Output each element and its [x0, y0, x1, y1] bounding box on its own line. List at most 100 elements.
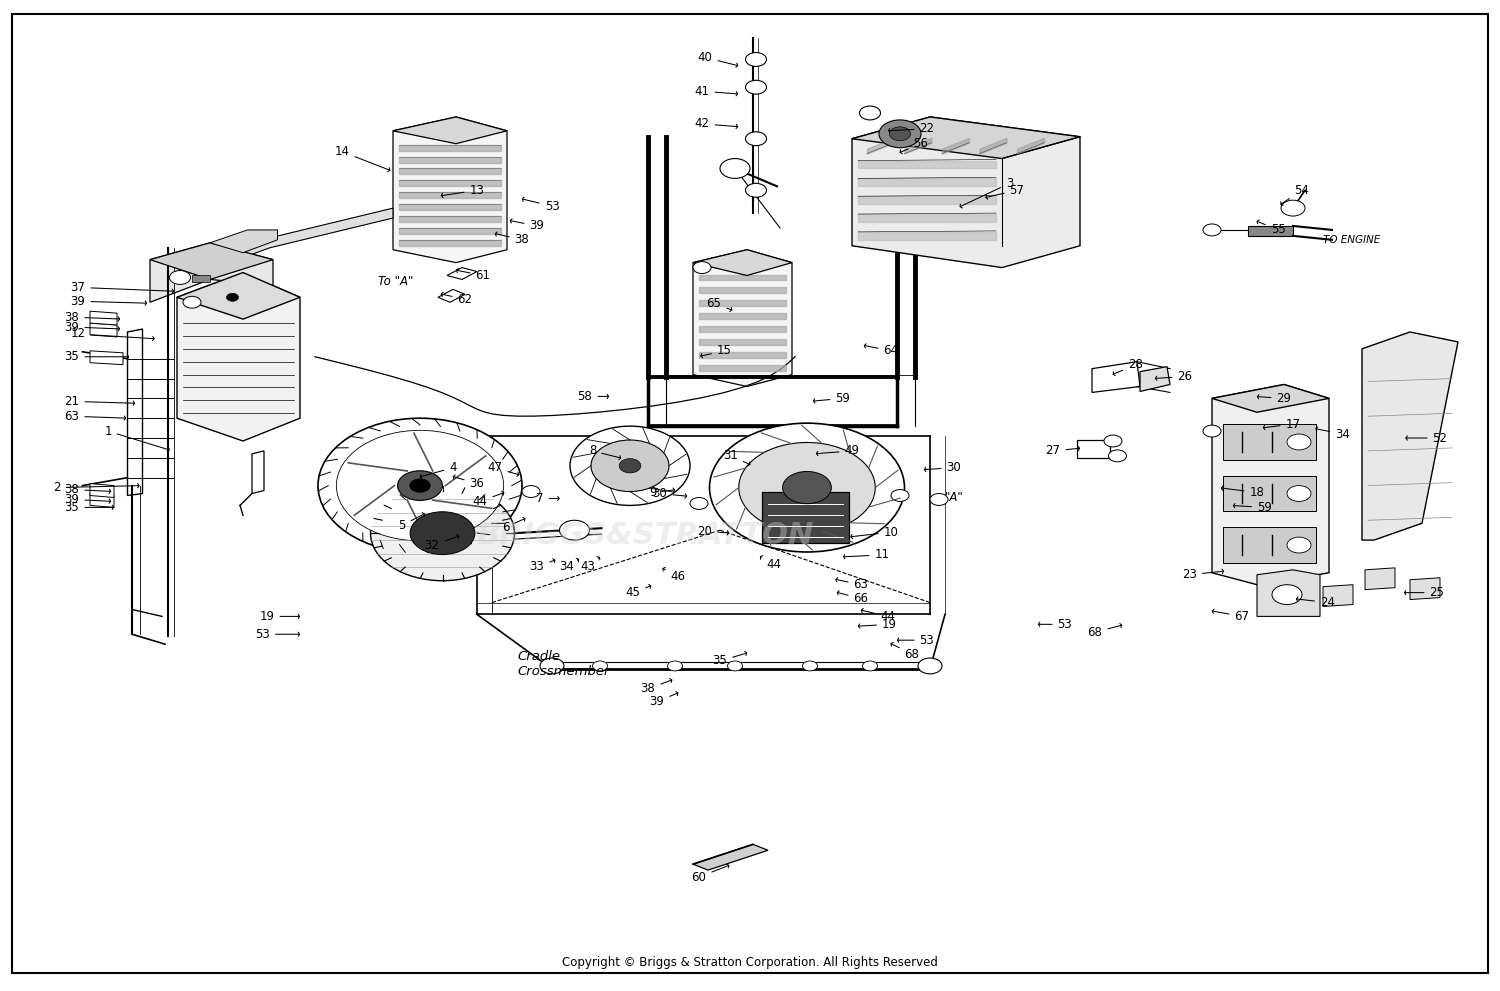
- Text: 6: 6: [501, 517, 525, 534]
- Polygon shape: [1362, 332, 1458, 540]
- Circle shape: [591, 440, 669, 492]
- Polygon shape: [90, 311, 117, 325]
- Text: 61: 61: [456, 269, 490, 282]
- Text: Copyright © Briggs & Stratton Corporation. All Rights Reserved: Copyright © Briggs & Stratton Corporatio…: [562, 956, 938, 969]
- Circle shape: [1203, 224, 1221, 236]
- Text: 36: 36: [453, 475, 484, 491]
- Circle shape: [1272, 585, 1302, 605]
- Bar: [1077, 440, 1110, 458]
- Text: 25: 25: [1404, 586, 1444, 600]
- Text: 67: 67: [1212, 609, 1249, 623]
- Circle shape: [720, 159, 750, 178]
- Text: 35: 35: [712, 651, 747, 668]
- Text: 18: 18: [1221, 486, 1264, 499]
- Polygon shape: [128, 329, 142, 496]
- Circle shape: [690, 497, 708, 509]
- Text: 46: 46: [663, 567, 686, 584]
- Polygon shape: [1212, 385, 1329, 585]
- Circle shape: [1287, 537, 1311, 553]
- Text: 22: 22: [888, 122, 934, 136]
- Text: 58: 58: [578, 389, 609, 403]
- Text: To "A": To "A": [378, 275, 414, 288]
- Text: 59: 59: [813, 391, 850, 405]
- Text: 37: 37: [70, 280, 174, 294]
- Polygon shape: [693, 844, 768, 870]
- Circle shape: [540, 658, 564, 674]
- Text: 31: 31: [723, 449, 750, 466]
- Circle shape: [746, 183, 766, 197]
- Text: 39: 39: [510, 219, 544, 233]
- Polygon shape: [1410, 578, 1440, 600]
- Text: 56: 56: [900, 137, 928, 154]
- Text: 49: 49: [816, 444, 860, 458]
- Polygon shape: [1257, 570, 1320, 616]
- Text: "A": "A": [945, 491, 963, 504]
- Polygon shape: [447, 268, 477, 279]
- Polygon shape: [210, 230, 278, 253]
- Bar: [192, 275, 210, 282]
- Bar: [1222, 527, 1316, 563]
- Text: 20: 20: [698, 524, 729, 538]
- Text: 39: 39: [70, 294, 147, 308]
- Text: 19: 19: [260, 609, 300, 623]
- Circle shape: [693, 262, 711, 274]
- Text: 57: 57: [986, 183, 1024, 199]
- Text: 53: 53: [1038, 617, 1072, 631]
- Circle shape: [522, 486, 540, 497]
- Text: 33: 33: [530, 559, 555, 574]
- Text: 38: 38: [64, 483, 111, 496]
- Text: 40: 40: [698, 51, 738, 67]
- Bar: [762, 492, 849, 543]
- Polygon shape: [90, 351, 123, 365]
- Circle shape: [1108, 450, 1126, 462]
- Text: 53: 53: [522, 197, 560, 213]
- Circle shape: [668, 661, 682, 671]
- Circle shape: [930, 494, 948, 505]
- Text: 28: 28: [1113, 358, 1143, 376]
- Polygon shape: [693, 250, 792, 386]
- Circle shape: [410, 511, 476, 555]
- Text: 63: 63: [836, 578, 868, 592]
- Text: 42: 42: [694, 117, 738, 131]
- Text: 62: 62: [441, 292, 472, 306]
- Text: 44: 44: [861, 608, 895, 623]
- Text: 66: 66: [837, 591, 868, 606]
- Bar: [1222, 476, 1316, 511]
- Polygon shape: [1365, 568, 1395, 590]
- Circle shape: [336, 430, 504, 541]
- Text: 11: 11: [843, 548, 890, 562]
- Text: 30: 30: [652, 487, 687, 500]
- Text: TO ENGINE: TO ENGINE: [1323, 235, 1380, 245]
- Text: 63: 63: [64, 409, 126, 423]
- Text: 12: 12: [70, 327, 154, 341]
- Polygon shape: [1212, 385, 1329, 412]
- Text: 35: 35: [64, 500, 114, 514]
- Circle shape: [560, 520, 590, 540]
- Text: 34: 34: [1316, 427, 1350, 441]
- Text: 34: 34: [560, 558, 579, 574]
- Text: 43: 43: [580, 557, 600, 574]
- Circle shape: [862, 661, 877, 671]
- Text: 1: 1: [104, 424, 170, 452]
- Text: 38: 38: [64, 310, 120, 324]
- Text: 7: 7: [537, 492, 560, 505]
- Polygon shape: [1248, 226, 1293, 236]
- Polygon shape: [177, 273, 300, 441]
- Text: BRIGGS&STRATTON: BRIGGS&STRATTON: [477, 520, 813, 550]
- Text: 65: 65: [706, 296, 732, 311]
- Circle shape: [170, 271, 190, 284]
- Polygon shape: [90, 484, 114, 497]
- Text: 44: 44: [472, 492, 504, 508]
- Text: 29: 29: [1257, 391, 1292, 405]
- Polygon shape: [852, 117, 1080, 159]
- Text: 59: 59: [1233, 500, 1272, 514]
- Text: 45: 45: [626, 585, 651, 600]
- Polygon shape: [438, 289, 465, 302]
- Polygon shape: [252, 451, 264, 494]
- Text: 10: 10: [850, 525, 898, 539]
- Circle shape: [783, 472, 831, 503]
- Polygon shape: [210, 208, 393, 270]
- Circle shape: [802, 661, 818, 671]
- Text: 41: 41: [694, 84, 738, 98]
- Text: 9: 9: [648, 486, 675, 499]
